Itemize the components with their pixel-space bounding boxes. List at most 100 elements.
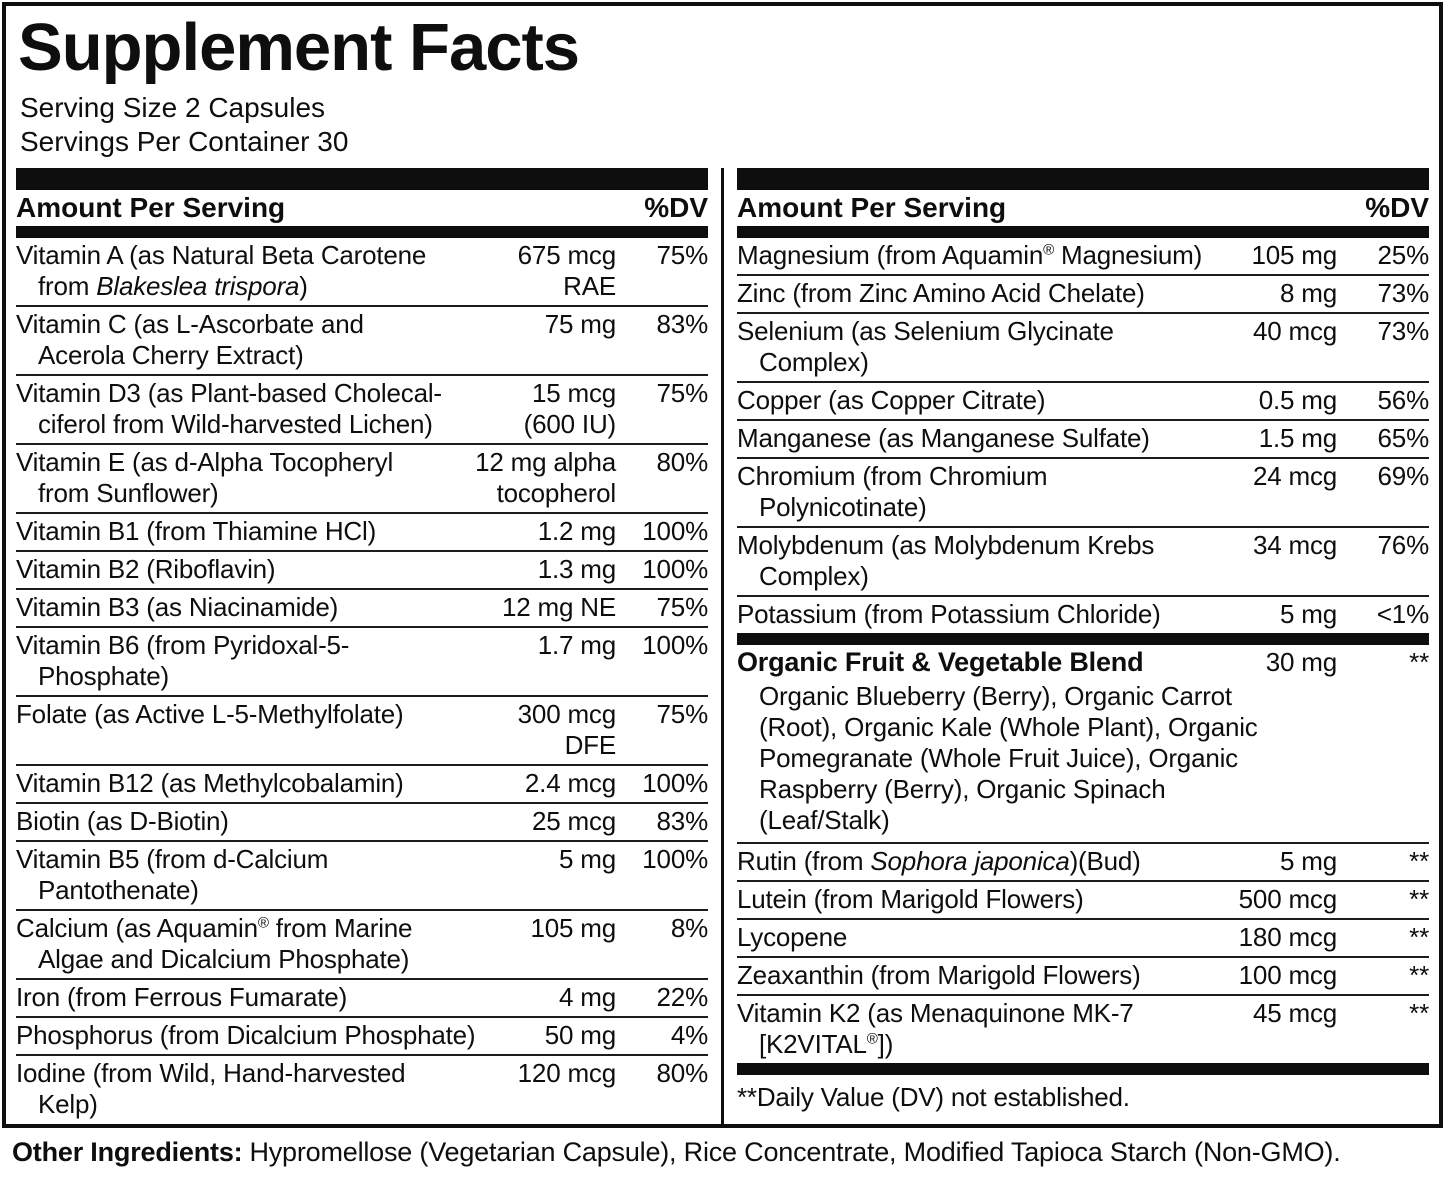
ingredient-row-main: Molybdenum (as Molybdenum Krebs Complex)… (737, 528, 1429, 595)
ingredient-name: Vitamin B12 (as Methylcobalamin) (16, 768, 404, 799)
ingredient-dv: 56% (1377, 385, 1430, 416)
ingredient-dv: ** (1409, 647, 1429, 678)
ingredient-name: Vitamin B5 (from d-Calcium Pantothenate) (16, 844, 329, 906)
dv-footnote: **Daily Value (DV) not established. (737, 1082, 1130, 1113)
ingredient-row: Molybdenum (as Molybdenum Krebs Complex)… (737, 526, 1429, 595)
ingredient-row-main: Organic Fruit & Vegetable Blend 30 mg ** (737, 645, 1429, 681)
ingredient-dv: ** (1409, 922, 1429, 953)
ingredient-name: Vitamin C (as L-Ascorbate and Acerola Ch… (16, 309, 364, 371)
ingredient-row: Vitamin B12 (as Methylcobalamin) 2.4 mcg 1… (16, 764, 708, 802)
other-ingredients: Other Ingredients: Hypromellose (Vegetari… (12, 1136, 1441, 1168)
ingredient-dv: 80% (656, 447, 709, 478)
ingredient-row: Vitamin B2 (Riboflavin) 1.3 mg 100% (16, 550, 708, 588)
ingredient-row-main: Vitamin B2 (Riboflavin) 1.3 mg 100% (16, 552, 708, 588)
ingredient-row-main: Zeaxanthin (from Marigold Flowers) 100 mc… (737, 958, 1429, 994)
ingredient-dv: 76% (1377, 530, 1430, 561)
ingredient-row-main: Magnesium (from Aquamin® Magnesium) 105 m… (737, 238, 1429, 274)
ingredient-row-main: Vitamin C (as L-Ascorbate and Acerola Ch… (16, 307, 708, 374)
ingredient-name: Biotin (as D-Biotin) (16, 806, 229, 837)
ingredient-row: Selenium (as Selenium Glycinate Complex)… (737, 312, 1429, 381)
ingredient-row-main: Iodine (from Wild, Hand-harvested Kelp) 1… (16, 1056, 708, 1123)
amount-per-serving-heading: Amount Per Serving (737, 192, 1007, 224)
ingredient-amount: 1.5 mg (1258, 423, 1337, 454)
ingredient-row: Zeaxanthin (from Marigold Flowers) 100 mc… (737, 956, 1429, 994)
ingredient-name: Manganese (as Manganese Sulfate) (737, 423, 1150, 454)
ingredient-amount: 0.5 mg (1258, 385, 1337, 416)
other-ingredients-text: Hypromellose (Vegetarian Capsule), Rice … (249, 1137, 1341, 1167)
ingredient-amount: 34 mcg (1252, 530, 1337, 561)
ingredient-name: Vitamin B1 (from Thiamine HCl) (16, 516, 377, 547)
ingredient-name: Lutein (from Marigold Flowers) (737, 884, 1084, 915)
other-ingredients-label: Other Ingredients: (12, 1137, 243, 1167)
ingredient-name: Organic Fruit & Vegetable Blend (737, 647, 1144, 678)
ingredient-name: Zinc (from Zinc Amino Acid Chelate) (737, 278, 1145, 309)
ingredient-dv: 75% (656, 699, 709, 730)
blend-ingredients: Organic Blueberry (Berry), Organic Carro… (759, 681, 1258, 836)
ingredient-name: Iron (from Ferrous Fumarate) (16, 982, 348, 1013)
ingredient-amount: 675 mcg RAE (517, 240, 617, 302)
ingredient-dv: 100% (642, 516, 708, 547)
ingredient-list-right: Magnesium (from Aquamin® Magnesium) 105 m… (737, 238, 1429, 1113)
facts-columns: Amount Per Serving %DV Vitamin A (as Nat… (16, 168, 1429, 1124)
ingredient-list-left: Vitamin A (as Natural Beta Carotene from… (16, 238, 708, 1123)
section-bar (16, 168, 708, 191)
ingredient-dv: 100% (642, 844, 708, 875)
ingredient-row-main: Iron (from Ferrous Fumarate) 4 mg 22% (16, 980, 708, 1016)
ingredient-amount: 1.3 mg (537, 554, 616, 585)
ingredient-name: Zeaxanthin (from Marigold Flowers) (737, 960, 1141, 991)
section-bar (737, 226, 1429, 239)
ingredient-amount: 12 mg NE (501, 592, 616, 623)
ingredient-amount: 45 mcg (1252, 998, 1337, 1029)
section-bar (737, 168, 1429, 191)
ingredient-name: Calcium (as Aquamin® from Marine Algae a… (16, 913, 413, 975)
ingredient-amount: 5 mg (1279, 599, 1337, 630)
ingredient-amount: 105 mg (530, 913, 616, 944)
ingredient-amount: 25 mcg (531, 806, 616, 837)
ingredient-dv: 100% (642, 768, 708, 799)
ingredient-name: Magnesium (from Aquamin® Magnesium) (737, 240, 1203, 271)
ingredient-row: Iodine (from Wild, Hand-harvested Kelp) 1… (16, 1054, 708, 1123)
ingredient-amount: 15 mcg (600 IU) (523, 378, 617, 440)
ingredient-row: Lycopene 180 mcg ** (737, 918, 1429, 956)
ingredient-name: Vitamin A (as Natural Beta Carotene from… (16, 240, 427, 302)
ingredient-name: Molybdenum (as Molybdenum Krebs Complex) (737, 530, 1155, 592)
section-divider-bar (737, 1063, 1429, 1076)
ingredient-amount: 8 mg (1279, 278, 1337, 309)
ingredient-amount: 5 mg (1279, 846, 1337, 877)
ingredient-row-main: Calcium (as Aquamin® from Marine Algae a… (16, 911, 708, 978)
ingredient-row-main: Vitamin B5 (from d-Calcium Pantothenate)… (16, 842, 708, 909)
ingredient-dv: 83% (656, 806, 709, 837)
ingredient-row: Vitamin B3 (as Niacinamide) 12 mg NE 75% (16, 588, 708, 626)
ingredient-row: Copper (as Copper Citrate) 0.5 mg 56% (737, 381, 1429, 419)
ingredient-row: Vitamin K2 (as Menaquinone MK-7 [K2VITAL… (737, 994, 1429, 1063)
ingredient-row: Folate (as Active L-5-Methylfolate) 300 m… (16, 695, 708, 764)
ingredient-dv: ** (1409, 846, 1429, 877)
ingredient-dv: 83% (656, 309, 709, 340)
facts-column-left: Amount Per Serving %DV Vitamin A (as Nat… (16, 168, 708, 1124)
ingredient-dv: 75% (656, 592, 709, 623)
ingredient-row-main: Vitamin E (as d-Alpha Tocopheryl from Su… (16, 445, 708, 512)
ingredient-amount: 100 mcg (1238, 960, 1338, 991)
ingredient-name: Vitamin B2 (Riboflavin) (16, 554, 276, 585)
ingredient-amount: 24 mcg (1252, 461, 1337, 492)
ingredient-row-main: Phosphorus (from Dicalcium Phosphate) 50 … (16, 1018, 708, 1054)
ingredient-row-main: Rutin (from Sophora japonica)(Bud) 5 mg ** (737, 844, 1429, 880)
ingredient-name: Phosphorus (from Dicalcium Phosphate) (16, 1020, 476, 1051)
ingredient-dv: 4% (670, 1020, 708, 1051)
ingredient-amount: 180 mcg (1238, 922, 1338, 953)
ingredient-row: Organic Fruit & Vegetable Blend 30 mg ** Or… (737, 645, 1429, 842)
ingredient-row-main: Lycopene 180 mcg ** (737, 920, 1429, 956)
ingredient-row-main: Vitamin B6 (from Pyridoxal-5- Phosphate)… (16, 628, 708, 695)
column-header: Amount Per Serving %DV (737, 190, 1429, 226)
ingredient-amount: 5 mg (558, 844, 616, 875)
ingredient-dv: 100% (642, 630, 708, 661)
ingredient-row: Vitamin A (as Natural Beta Carotene from… (16, 238, 708, 305)
ingredient-row: Magnesium (from Aquamin® Magnesium) 105 m… (737, 238, 1429, 274)
panel-title: Supplement Facts (18, 10, 580, 85)
ingredient-row: Rutin (from Sophora japonica)(Bud) 5 mg ** (737, 842, 1429, 880)
ingredient-dv: ** (1409, 884, 1429, 915)
ingredient-amount: 120 mcg (517, 1058, 617, 1089)
facts-column-right: Amount Per Serving %DV Magnesium (from A… (737, 168, 1429, 1124)
ingredient-name: Vitamin B6 (from Pyridoxal-5- Phosphate) (16, 630, 350, 692)
ingredient-row-main: Potassium (from Potassium Chloride) 5 mg <… (737, 597, 1429, 633)
